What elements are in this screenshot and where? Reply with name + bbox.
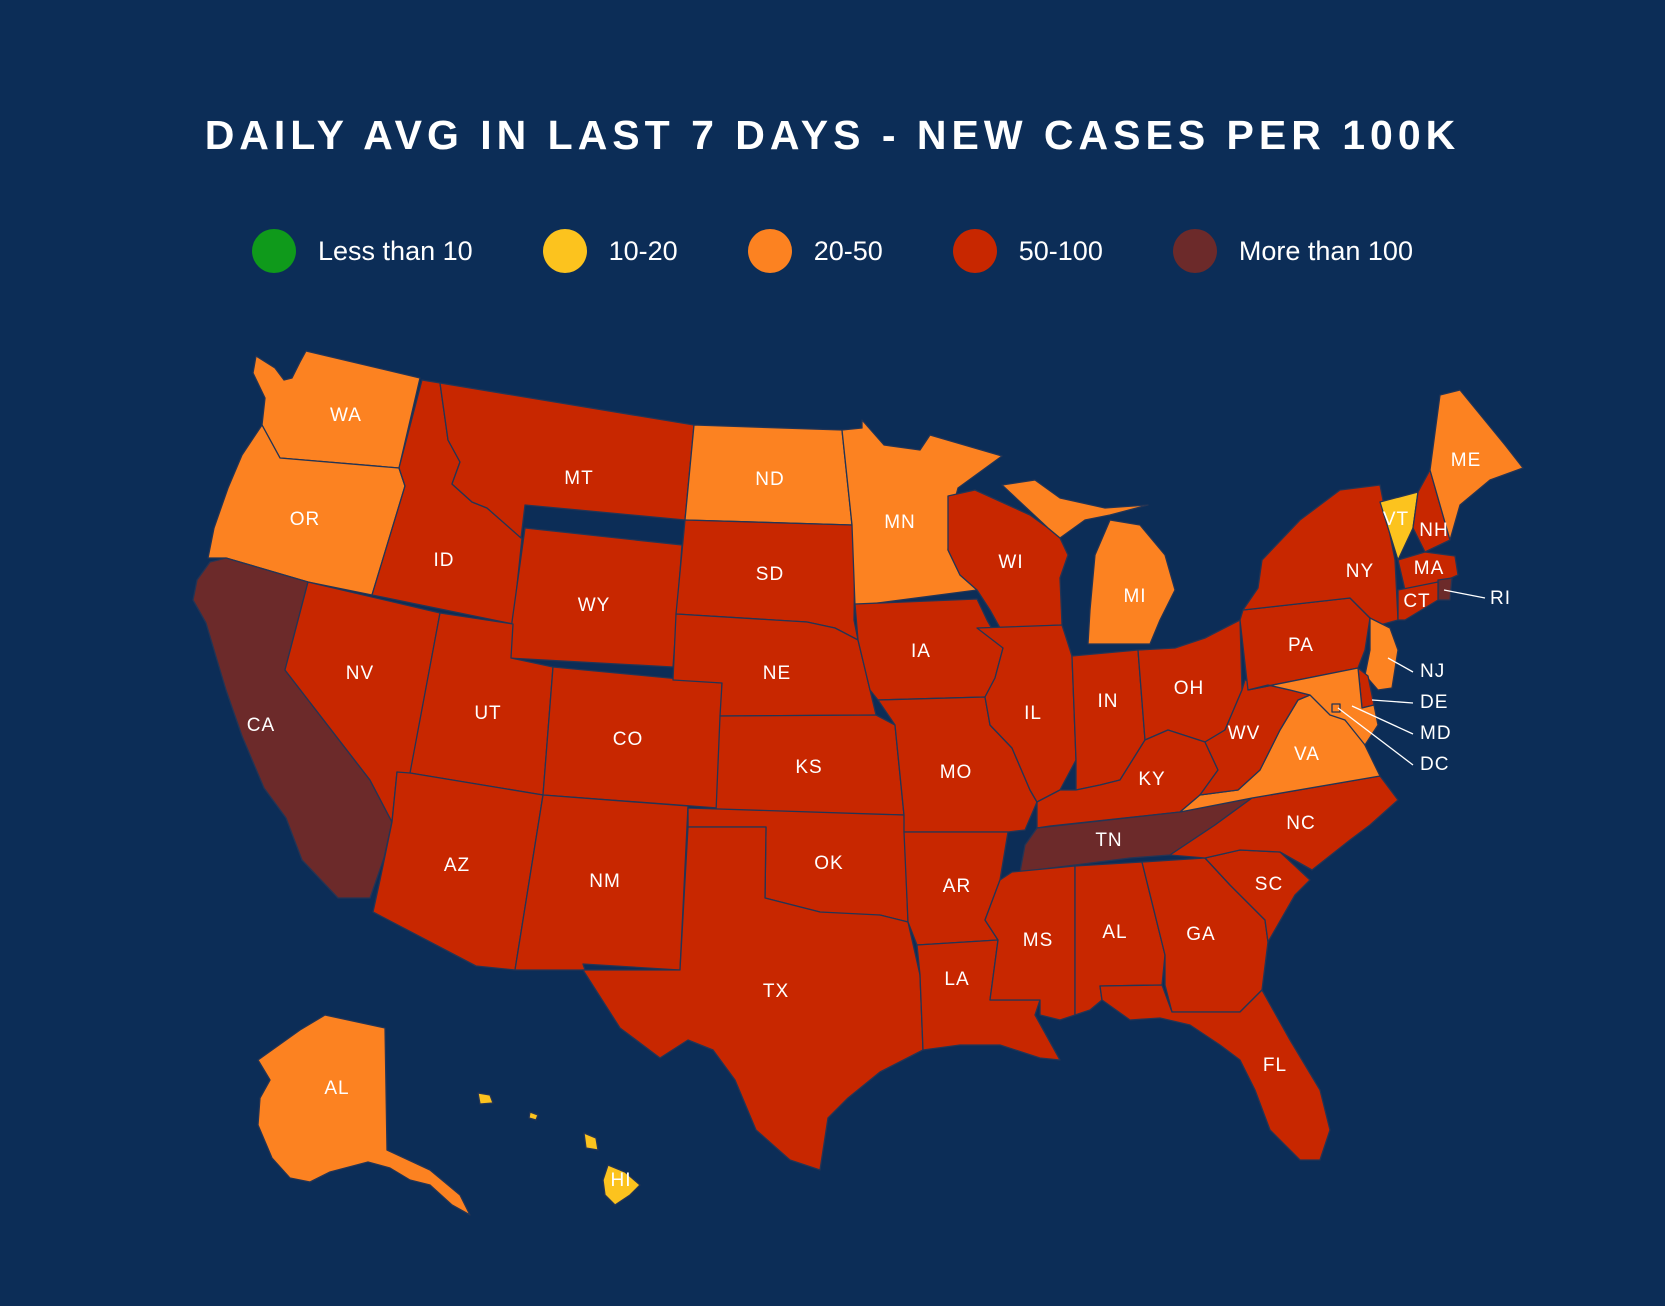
legend: Less than 10 10-20 20-50 50-100 More tha… xyxy=(0,228,1665,274)
state-label-ms: MS xyxy=(1023,930,1054,951)
state-dc[interactable] xyxy=(1331,703,1341,713)
leader-line-nj xyxy=(1387,657,1414,673)
state-label-wv: WV xyxy=(1228,723,1261,744)
state-label-nv: NV xyxy=(346,663,374,684)
state-label-ak: AL xyxy=(324,1078,349,1099)
state-label-co: CO xyxy=(613,729,644,750)
state-hi[interactable] xyxy=(477,1092,641,1206)
state-label-nj: NJ xyxy=(1420,661,1445,682)
state-label-ks: KS xyxy=(795,757,822,778)
state-label-ny: NY xyxy=(1346,561,1374,582)
state-label-tx: TX xyxy=(763,981,789,1002)
state-nm[interactable] xyxy=(514,794,689,971)
state-label-hi: HI xyxy=(611,1170,632,1191)
state-label-wa: WA xyxy=(330,405,362,426)
legend-swatch xyxy=(952,229,997,273)
state-label-al: AL xyxy=(1102,922,1127,943)
state-label-az: AZ xyxy=(444,855,470,876)
legend-label: 50-100 xyxy=(1018,235,1103,266)
state-label-ut: UT xyxy=(474,703,501,724)
state-ct[interactable] xyxy=(1397,581,1439,621)
legend-item-20-50: 20-50 xyxy=(747,229,883,273)
state-nj[interactable] xyxy=(1364,617,1399,691)
state-nc[interactable] xyxy=(1169,775,1399,871)
state-label-la: LA xyxy=(944,969,969,990)
state-label-tn: TN xyxy=(1095,830,1122,851)
legend-item-more-than-100: More than 100 xyxy=(1172,229,1413,273)
state-label-ok: OK xyxy=(814,853,843,874)
state-mn[interactable] xyxy=(841,419,1003,607)
state-label-ma: MA xyxy=(1414,558,1445,579)
state-label-ca: CA xyxy=(247,715,275,736)
state-label-id: ID xyxy=(434,550,455,571)
state-label-il: IL xyxy=(1024,703,1042,724)
legend-swatch xyxy=(252,229,297,273)
state-label-sc: SC xyxy=(1255,874,1283,895)
legend-item-50-100: 50-100 xyxy=(952,229,1103,273)
state-wi[interactable] xyxy=(947,489,1069,629)
map-title: DAILY AVG IN LAST 7 DAYS - NEW CASES PER… xyxy=(204,112,1461,158)
state-label-mt: MT xyxy=(564,468,593,489)
state-label-or: OR xyxy=(290,509,321,530)
state-label-ar: AR xyxy=(943,876,971,897)
state-label-fl: FL xyxy=(1263,1055,1287,1076)
legend-label: More than 100 xyxy=(1238,235,1413,266)
state-label-me: ME xyxy=(1451,450,1482,471)
leader-line-dc xyxy=(1337,707,1414,766)
state-fl[interactable] xyxy=(1099,984,1331,1161)
state-label-ga: GA xyxy=(1186,924,1215,945)
legend-item-less-than-10: Less than 10 xyxy=(252,229,473,273)
state-label-nm: NM xyxy=(589,871,621,892)
leader-line-ri xyxy=(1443,589,1486,599)
state-label-mn: MN xyxy=(884,512,916,533)
state-me[interactable] xyxy=(1429,389,1524,541)
state-label-va: VA xyxy=(1294,744,1320,765)
leader-line-de xyxy=(1371,699,1414,704)
state-label-nh: NH xyxy=(1419,520,1448,541)
legend-swatch xyxy=(1172,229,1217,273)
state-label-pa: PA xyxy=(1288,635,1314,656)
legend-label: 10-20 xyxy=(608,235,678,266)
state-label-ne: NE xyxy=(763,663,791,684)
state-label-ky: KY xyxy=(1138,769,1165,790)
state-label-ct: CT xyxy=(1403,591,1430,612)
state-label-oh: OH xyxy=(1174,678,1205,699)
legend-item-10-20: 10-20 xyxy=(542,229,678,273)
state-label-in: IN xyxy=(1098,691,1119,712)
state-label-wi: WI xyxy=(998,552,1023,573)
state-label-mo: MO xyxy=(940,762,973,783)
state-label-ri: RI xyxy=(1490,588,1511,609)
legend-label: 20-50 xyxy=(813,235,883,266)
state-md[interactable] xyxy=(1247,667,1379,746)
state-ak[interactable] xyxy=(257,1014,471,1216)
state-mi[interactable] xyxy=(1001,479,1176,645)
state-label-de: DE xyxy=(1420,692,1448,713)
state-label-sd: SD xyxy=(756,564,784,585)
state-label-md: MD xyxy=(1420,723,1452,744)
legend-label: Less than 10 xyxy=(318,235,473,266)
state-nh[interactable] xyxy=(1412,469,1451,553)
state-label-vt: VT xyxy=(1383,509,1409,530)
state-label-ia: IA xyxy=(911,641,931,662)
legend-swatch xyxy=(542,229,587,273)
state-label-wy: WY xyxy=(578,595,611,616)
state-label-mi: MI xyxy=(1123,586,1146,607)
state-ri[interactable] xyxy=(1437,577,1453,601)
state-label-nc: NC xyxy=(1286,813,1315,834)
leader-line-md xyxy=(1351,705,1414,735)
state-tx[interactable] xyxy=(582,826,924,1171)
legend-swatch xyxy=(747,229,792,273)
state-ne[interactable] xyxy=(672,613,877,717)
state-label-dc: DC xyxy=(1420,754,1449,775)
state-label-nd: ND xyxy=(755,469,784,490)
